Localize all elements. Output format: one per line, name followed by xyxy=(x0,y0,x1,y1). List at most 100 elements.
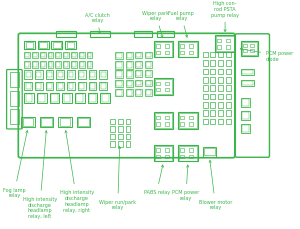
Bar xyxy=(202,69,208,75)
Bar xyxy=(50,93,59,104)
Bar xyxy=(115,71,123,79)
Bar xyxy=(115,80,123,88)
Bar xyxy=(189,155,193,158)
Bar xyxy=(189,52,193,55)
Bar xyxy=(135,80,142,87)
Text: Wiper run/park
relay: Wiper run/park relay xyxy=(99,147,136,210)
Bar xyxy=(218,111,223,117)
Bar xyxy=(189,123,193,126)
Bar xyxy=(110,127,115,132)
Bar xyxy=(36,84,41,89)
Bar xyxy=(165,52,169,55)
Bar xyxy=(36,73,41,78)
Bar xyxy=(180,123,184,126)
Bar xyxy=(118,142,123,147)
Bar xyxy=(99,71,107,79)
Bar xyxy=(39,43,47,49)
Bar xyxy=(211,119,215,125)
Text: Fog lamp
relay: Fog lamp relay xyxy=(3,131,28,197)
Bar xyxy=(116,81,122,87)
Bar xyxy=(32,62,38,68)
Bar xyxy=(145,90,152,96)
Bar xyxy=(46,71,53,79)
Bar xyxy=(156,45,160,49)
Bar xyxy=(250,44,254,48)
Bar xyxy=(26,84,31,89)
Bar xyxy=(67,82,75,90)
Bar xyxy=(75,93,85,104)
Bar xyxy=(72,54,76,58)
Bar xyxy=(218,94,223,100)
Bar xyxy=(243,50,247,53)
Bar xyxy=(41,119,52,126)
Bar xyxy=(154,42,173,58)
Bar xyxy=(127,90,132,96)
Bar xyxy=(51,95,58,102)
Bar xyxy=(146,81,151,86)
Bar xyxy=(226,69,231,75)
Text: PCM power
diode: PCM power diode xyxy=(240,49,293,62)
Bar xyxy=(202,119,208,125)
Bar xyxy=(26,43,33,49)
Bar xyxy=(99,82,107,90)
Bar xyxy=(165,155,169,158)
Bar xyxy=(38,42,49,50)
Bar xyxy=(79,84,84,89)
Bar xyxy=(165,123,169,126)
Bar xyxy=(178,42,198,58)
Bar xyxy=(90,84,95,89)
Bar xyxy=(72,63,76,68)
Bar xyxy=(202,94,208,100)
Bar xyxy=(242,100,250,106)
Bar xyxy=(146,72,151,77)
Bar xyxy=(35,82,43,90)
Bar xyxy=(56,54,60,58)
Bar xyxy=(180,149,184,152)
Bar xyxy=(49,54,52,58)
Bar xyxy=(242,113,250,119)
Bar xyxy=(24,71,32,79)
Bar xyxy=(180,45,184,49)
Bar xyxy=(116,54,122,59)
Bar xyxy=(24,53,30,59)
Bar xyxy=(40,53,46,59)
Bar xyxy=(179,146,197,161)
Bar xyxy=(155,79,172,94)
Bar xyxy=(88,63,92,68)
Bar xyxy=(155,146,172,161)
Bar xyxy=(165,117,169,120)
Bar xyxy=(218,53,223,58)
Bar xyxy=(41,54,45,58)
Bar xyxy=(127,72,132,78)
Bar xyxy=(242,126,250,132)
Bar xyxy=(78,82,86,90)
Bar xyxy=(226,53,231,58)
Bar xyxy=(216,37,234,52)
Bar xyxy=(40,117,53,128)
Bar xyxy=(145,53,152,59)
Bar xyxy=(64,54,68,58)
Bar xyxy=(80,54,84,58)
Bar xyxy=(67,71,75,79)
Bar xyxy=(78,71,86,79)
Bar xyxy=(179,43,197,57)
Bar xyxy=(71,62,77,68)
Bar xyxy=(71,53,77,59)
Bar xyxy=(156,52,160,55)
Bar xyxy=(242,43,257,55)
Text: Wiper park
relay: Wiper park relay xyxy=(142,11,169,38)
Bar xyxy=(24,82,32,90)
Bar xyxy=(189,149,193,152)
Bar xyxy=(60,119,70,126)
Bar xyxy=(88,93,97,104)
Bar xyxy=(68,73,74,78)
Bar xyxy=(116,72,122,78)
Bar xyxy=(226,78,231,83)
Bar xyxy=(156,82,160,85)
Bar xyxy=(26,73,31,78)
Bar xyxy=(218,103,223,108)
Bar xyxy=(156,149,160,152)
Bar xyxy=(135,71,142,78)
Bar xyxy=(56,82,64,90)
Bar xyxy=(63,53,69,59)
